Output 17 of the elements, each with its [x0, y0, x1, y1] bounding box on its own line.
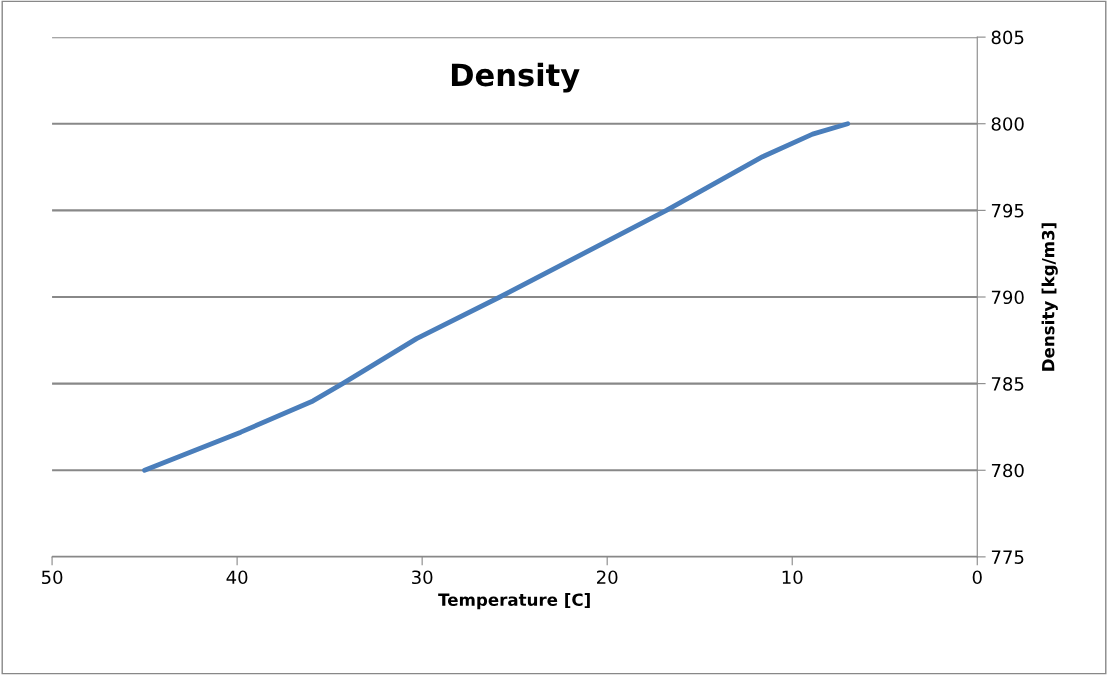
y-tick-label: 800: [991, 117, 1024, 131]
line-series: [142, 121, 851, 473]
y-tick-label: 775: [991, 550, 1024, 564]
y-tick-label: 790: [991, 290, 1024, 305]
x-tick-label: 30: [412, 570, 433, 585]
x-tick-label: 20: [597, 570, 618, 585]
x-tick-label: 0: [972, 570, 982, 585]
y-tick-label: 795: [991, 203, 1024, 218]
x-tick-label: 10: [782, 570, 803, 585]
x-tick-label: 40: [226, 570, 248, 585]
y-tick-label: 785: [991, 377, 1024, 391]
y-tick-label: 805: [991, 30, 1024, 45]
y-axis-title: Density [kg/m3]: [1041, 223, 1058, 371]
x-tick-label: 50: [41, 570, 63, 585]
y-tick-label: 780: [991, 463, 1024, 478]
x-axis-title: Temperature [C]: [438, 593, 590, 610]
text: Density: [451, 62, 580, 93]
